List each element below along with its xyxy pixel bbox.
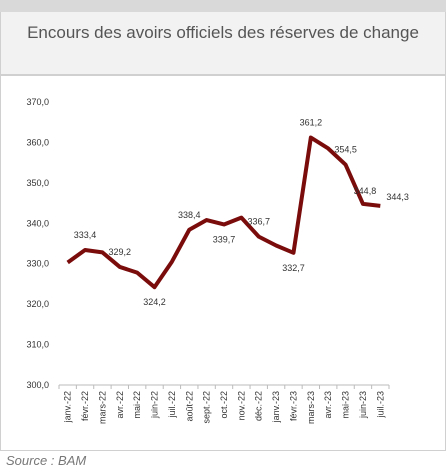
data-label: 338,4 — [178, 210, 201, 220]
y-tick-label: 300,0 — [26, 380, 49, 390]
chart: 300,0 310,0 320,0 330,0 340,0 350,0 360,0 370,0… — [26, 97, 409, 424]
data-label: 333,4 — [74, 230, 97, 240]
x-tick-label: mai-22 — [132, 391, 142, 419]
data-label: 336,7 — [247, 217, 270, 227]
x-tick-label: nov.-22 — [236, 391, 246, 420]
data-label: 332,7 — [282, 263, 305, 273]
x-tick-label: juin-23 — [358, 391, 368, 419]
line — [66, 135, 381, 290]
chart-box: 300,0 310,0 320,0 330,0 340,0 350,0 360,0 370,0… — [0, 75, 446, 451]
y-tick-label: 370,0 — [26, 97, 49, 107]
x-tick-label: déc.-22 — [254, 391, 264, 421]
y-tick-label: 360,0 — [26, 137, 49, 147]
data-label: 361,2 — [300, 118, 323, 128]
y-tick-label: 350,0 — [26, 178, 49, 188]
data-label: 344,3 — [386, 192, 409, 202]
x-tick-label: janv.-23 — [271, 391, 281, 423]
title-box: Encours des avoirs officiels des réserve… — [0, 12, 446, 75]
y-tick-label: 330,0 — [26, 259, 49, 269]
source: Source : BAM — [6, 453, 87, 468]
x-tick-label: oct.-22 — [219, 391, 229, 419]
x-tick-label: août-22 — [184, 391, 194, 422]
y-tick-label: 310,0 — [26, 340, 49, 350]
y-tick-label: 340,0 — [26, 218, 49, 228]
x-tick-label: mars-23 — [306, 391, 316, 424]
data-label: 324,2 — [143, 297, 166, 307]
x-tick-label: juil.-23 — [375, 391, 385, 419]
x-tick-label: févr.-22 — [80, 391, 90, 421]
x-tick-label: mars-22 — [97, 391, 107, 424]
top-band — [0, 0, 446, 12]
x-tick-label: avr.-23 — [323, 391, 333, 419]
x-tick-label: avr.-22 — [115, 391, 125, 419]
chart-title: Encours des avoirs officiels des réserve… — [27, 23, 419, 42]
x-tick-label: juin-22 — [150, 391, 160, 419]
x-tick-label: mai-23 — [341, 391, 351, 419]
data-label: 339,7 — [213, 234, 236, 244]
data-label: 329,2 — [109, 247, 132, 257]
x-tick-label: févr.-23 — [288, 391, 298, 421]
x-tick-label: juil.-22 — [167, 391, 177, 419]
x-tick-label: sept.-22 — [202, 391, 212, 424]
y-tick-label: 320,0 — [26, 299, 49, 309]
data-label: 344,8 — [354, 186, 377, 196]
x-tick-label: janv.-22 — [63, 391, 73, 423]
data-label: 354,5 — [334, 145, 357, 155]
